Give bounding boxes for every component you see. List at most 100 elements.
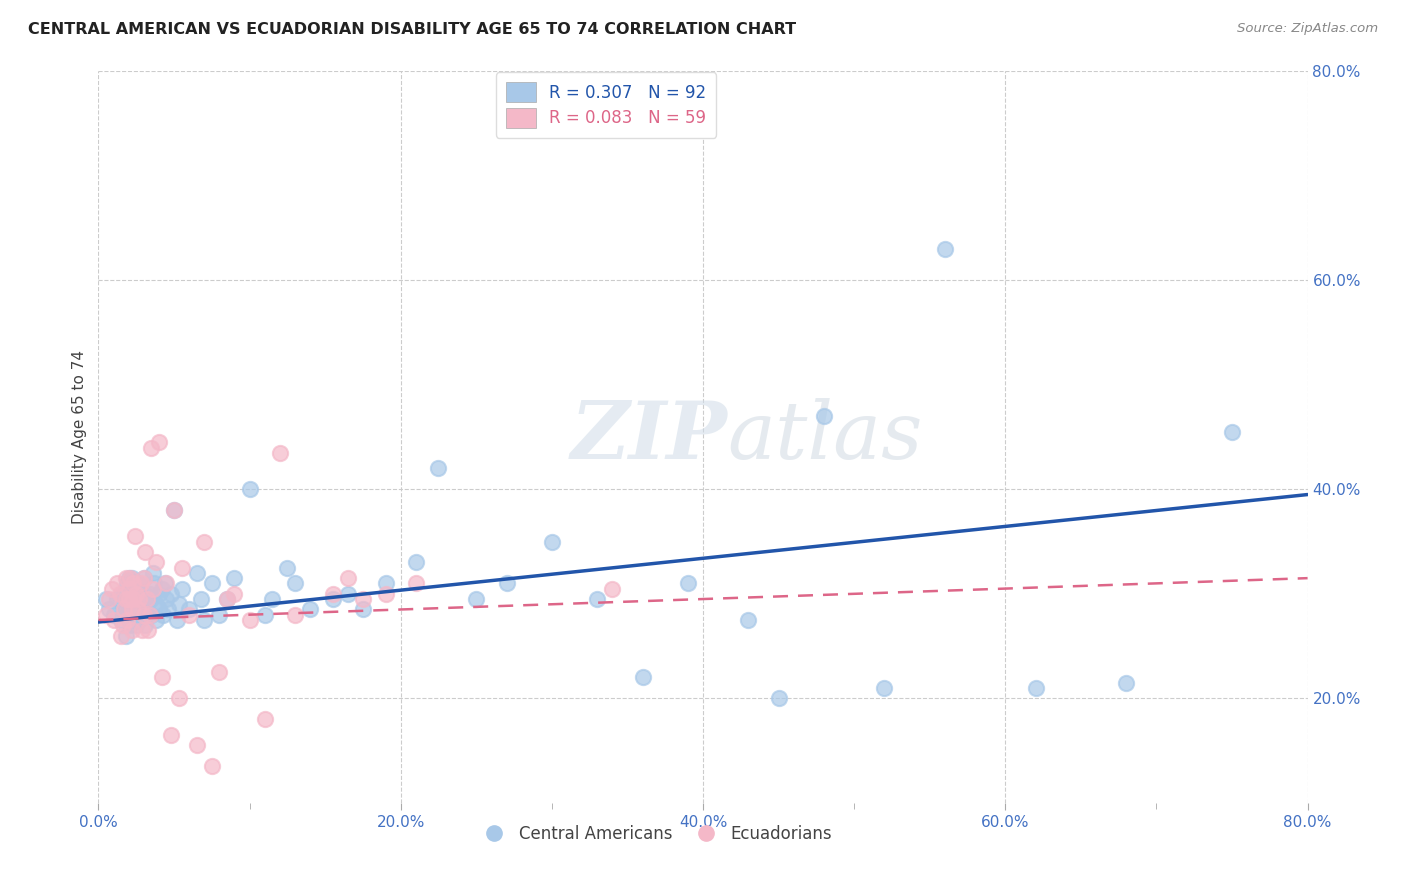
Point — [101, 582, 124, 596]
Point — [167, 691, 190, 706]
Point — [121, 571, 143, 585]
Point — [186, 739, 208, 753]
Point — [127, 613, 149, 627]
Point — [405, 576, 427, 591]
Y-axis label: Disability Age 65 to 74: Disability Age 65 to 74 — [72, 350, 87, 524]
Point — [127, 602, 149, 616]
Point — [540, 534, 562, 549]
Point — [299, 602, 322, 616]
Point — [201, 576, 224, 591]
Point — [239, 613, 262, 627]
Point — [125, 618, 148, 632]
Point — [111, 597, 134, 611]
Point — [768, 691, 790, 706]
Point — [284, 607, 307, 622]
Point — [465, 592, 488, 607]
Point — [118, 592, 141, 607]
Point — [122, 592, 145, 607]
Point — [336, 587, 359, 601]
Point — [142, 582, 165, 596]
Point — [586, 592, 609, 607]
Point — [676, 576, 699, 591]
Point — [98, 592, 121, 607]
Point — [170, 560, 193, 574]
Point — [124, 529, 146, 543]
Point — [139, 607, 162, 622]
Point — [110, 613, 132, 627]
Point — [121, 587, 143, 601]
Point — [118, 571, 141, 585]
Point — [160, 728, 183, 742]
Point — [167, 597, 190, 611]
Point — [94, 592, 117, 607]
Point — [179, 602, 201, 616]
Point — [155, 592, 177, 607]
Point — [115, 592, 138, 607]
Point — [98, 602, 121, 616]
Point — [115, 613, 138, 627]
Point — [132, 607, 155, 622]
Point — [152, 607, 174, 622]
Point — [145, 597, 167, 611]
Point — [131, 602, 153, 616]
Point — [163, 503, 186, 517]
Point — [239, 483, 262, 497]
Point — [150, 582, 173, 596]
Point — [125, 587, 148, 601]
Point — [114, 571, 136, 585]
Point — [115, 576, 138, 591]
Point — [276, 560, 298, 574]
Point — [322, 587, 344, 601]
Point — [166, 613, 188, 627]
Point — [427, 461, 450, 475]
Point — [352, 602, 374, 616]
Text: CENTRAL AMERICAN VS ECUADORIAN DISABILITY AGE 65 TO 74 CORRELATION CHART: CENTRAL AMERICAN VS ECUADORIAN DISABILIT… — [28, 22, 796, 37]
Point — [190, 592, 212, 607]
Point — [150, 670, 173, 684]
Point — [94, 607, 117, 622]
Point — [201, 759, 224, 773]
Point — [269, 446, 291, 460]
Point — [631, 670, 654, 684]
Point — [352, 592, 374, 607]
Point — [108, 587, 131, 601]
Point — [934, 242, 956, 256]
Point — [129, 582, 152, 596]
Point — [103, 613, 125, 627]
Point — [737, 613, 759, 627]
Point — [186, 566, 208, 580]
Point — [112, 602, 135, 616]
Point — [139, 587, 162, 601]
Point — [120, 618, 142, 632]
Point — [336, 571, 359, 585]
Point — [135, 602, 157, 616]
Point — [145, 613, 167, 627]
Text: ZIP: ZIP — [571, 399, 727, 475]
Point — [141, 441, 163, 455]
Point — [125, 587, 148, 601]
Point — [1220, 425, 1243, 439]
Point — [127, 576, 149, 591]
Point — [132, 571, 155, 585]
Point — [132, 587, 155, 601]
Point — [141, 592, 163, 607]
Point — [118, 587, 141, 601]
Point — [156, 602, 179, 616]
Point — [103, 607, 125, 622]
Point — [118, 613, 141, 627]
Point — [122, 576, 145, 591]
Point — [1115, 675, 1137, 690]
Point — [125, 602, 148, 616]
Point — [179, 607, 201, 622]
Point — [142, 566, 165, 580]
Point — [134, 545, 156, 559]
Point — [495, 576, 517, 591]
Point — [299, 806, 322, 821]
Point — [322, 592, 344, 607]
Point — [873, 681, 896, 695]
Point — [110, 629, 132, 643]
Point — [145, 556, 167, 570]
Point — [148, 587, 170, 601]
Point — [121, 597, 143, 611]
Point — [253, 712, 276, 726]
